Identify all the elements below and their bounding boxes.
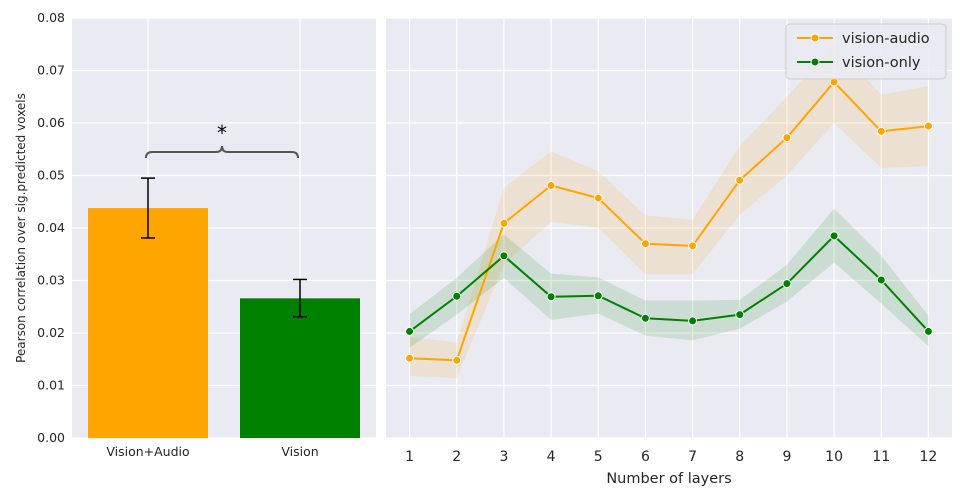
bar-ytick-label: 0.02 (37, 325, 65, 340)
bar-xtick-label: Vision+Audio (106, 444, 189, 459)
bar-y-axis-title: Pearson correlation over sig.predicted v… (14, 93, 28, 363)
vision-only-point (829, 231, 839, 241)
vision-audio-point (546, 180, 556, 190)
bar-xtick-label: Vision (281, 444, 318, 459)
line-xtick-label: 3 (499, 449, 508, 465)
line-xtick-label: 8 (735, 449, 744, 465)
bar-ytick-label: 0.05 (37, 168, 65, 183)
bar-ytick-label: 0.08 (37, 10, 65, 25)
legend-label: vision-audio (842, 31, 930, 47)
vision-only-point (452, 291, 462, 301)
bar-chart: 0.00 0.01 0.02 0.03 0.04 0.05 0.06 0.07 0.08 Visi… (14, 10, 376, 459)
line-xtick-label: 1 (405, 449, 414, 465)
line-x-axis-title: Number of layers (606, 471, 731, 487)
line-xtick-label: 12 (920, 449, 938, 465)
vision-audio-point (452, 355, 462, 365)
line-xtick-label: 10 (825, 449, 843, 465)
vision-only-point (546, 292, 556, 302)
vision-audio-point (405, 353, 415, 363)
vision-only-line (408, 234, 930, 333)
vision-only-point (923, 326, 933, 336)
bar-vision (240, 298, 360, 438)
vision-only-point (735, 310, 745, 320)
legend-label: vision-only (842, 55, 921, 71)
bar-ytick-label: 0.00 (37, 430, 65, 445)
vision-audio-legend-marker (810, 33, 820, 43)
bar-ytick-label: 0.04 (37, 220, 65, 235)
vision-only-point (499, 251, 509, 261)
line-xtick-label: 6 (641, 449, 650, 465)
line-xtick-label: 4 (547, 449, 556, 465)
vision-only-point (876, 275, 886, 285)
vision-only-point (640, 313, 650, 323)
vision-only-point (782, 279, 792, 289)
vision-only-point (405, 326, 415, 336)
vision-only-legend-marker (810, 57, 820, 67)
vision-audio-point (688, 241, 698, 251)
vision-audio-point (499, 218, 509, 228)
line-xtick-label: 5 (594, 449, 603, 465)
bar-vision-audio (88, 208, 208, 438)
significance-star: * (217, 121, 227, 145)
vision-only-point (688, 316, 698, 326)
vision-only-point (593, 291, 603, 301)
vision-audio-point (735, 175, 745, 185)
bar-ytick-label: 0.01 (37, 378, 65, 393)
vision-audio-point (923, 121, 933, 131)
vision-audio-point (782, 133, 792, 143)
line-xtick-label: 2 (452, 449, 461, 465)
line-xtick-label: 9 (782, 449, 791, 465)
line-xtick-label: 11 (872, 449, 890, 465)
vision-audio-line (409, 80, 929, 362)
bar-ytick-label: 0.06 (37, 115, 65, 130)
vision-audio-point (876, 126, 886, 136)
vision-audio-point (640, 239, 650, 249)
vision-audio-point (593, 193, 603, 203)
significance-brace (145, 145, 299, 159)
bar-ytick-label: 0.03 (37, 273, 65, 288)
vision-audio-confidence-band (409, 44, 929, 379)
legend: vision-audio vision-only (785, 23, 947, 80)
line-xtick-label: 7 (688, 449, 697, 465)
bar-ytick-label: 0.07 (37, 63, 65, 78)
